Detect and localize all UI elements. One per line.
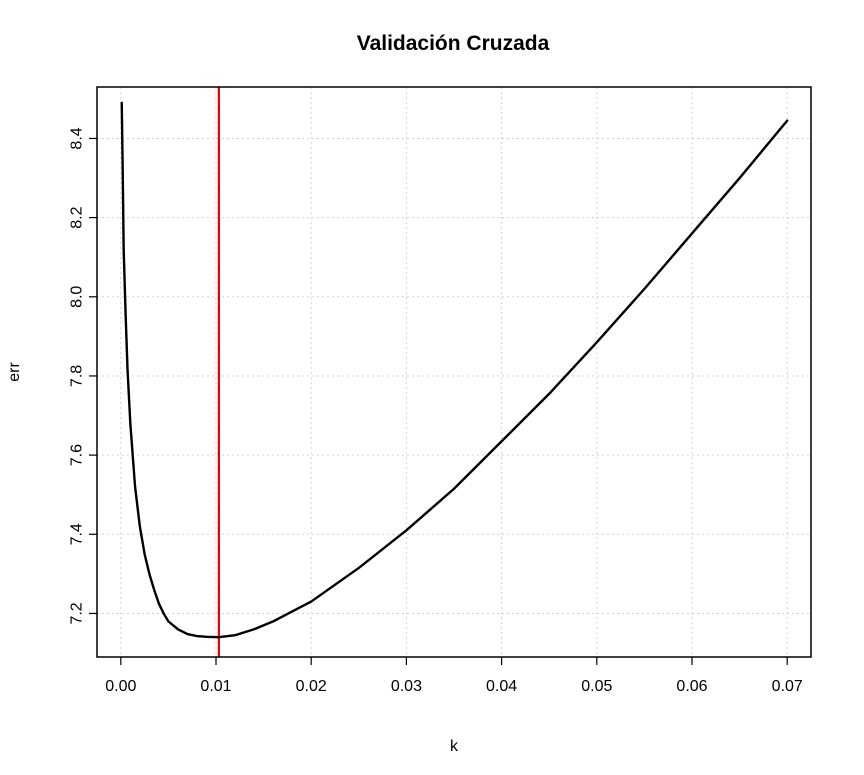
x-tick-label-2: 0.02 (296, 678, 327, 695)
y-tick-label-1: 7.4 (69, 523, 86, 545)
x-tick-label-5: 0.05 (581, 678, 612, 695)
y-tick-label-2: 7.6 (68, 444, 85, 466)
x-tick-label-0: 0.00 (105, 678, 136, 695)
series-layer (120, 101, 789, 639)
x-tick-label-1: 0.01 (200, 678, 231, 695)
x-tick-label-4: 0.04 (486, 678, 517, 695)
y-tick-label-5: 8.2 (68, 206, 85, 228)
y-tick-label-6: 8.4 (68, 127, 85, 149)
y-tick-label-0: 7.2 (68, 602, 85, 624)
x-tick-label-6: 0.06 (676, 678, 707, 695)
x-axis-label: k (450, 738, 459, 755)
x-tick-label-3: 0.03 (391, 678, 422, 695)
x-axis: 0.00 0.01 0.02 0.03 0.04 0.05 0.06 0.07 (105, 657, 803, 695)
y-tick-label-3: 7.8 (68, 365, 85, 387)
y-axis-label: err (6, 362, 23, 382)
grid-lines (97, 87, 811, 657)
y-axis: 7.2 7.4 7.6 7.8 8.0 8.2 8.4 (68, 127, 97, 625)
y-tick-label-4: 8.0 (69, 286, 86, 308)
series-line-0 (120, 101, 789, 639)
chart-title: Validación Cruzada (357, 32, 550, 55)
x-tick-label-7: 0.07 (772, 678, 803, 695)
plot-frame (96, 86, 812, 658)
